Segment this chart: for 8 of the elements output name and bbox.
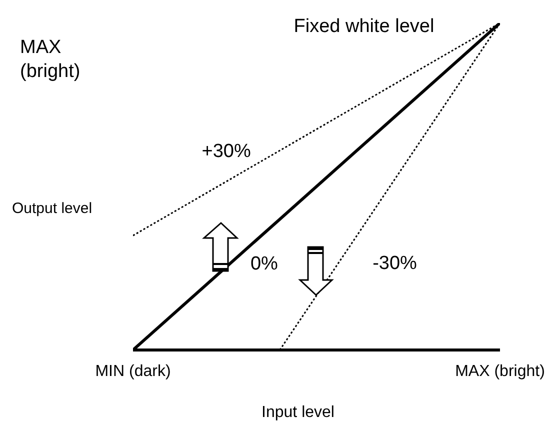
y-axis-title: Output level (12, 200, 92, 217)
series-label: -30% (372, 252, 418, 274)
series-label: +30% (202, 140, 251, 162)
x-axis-title: Input level (262, 404, 334, 421)
legend-label: 0% (250, 254, 278, 275)
x-tick-label: MIN (dark) (95, 363, 171, 380)
text: MAX (bright) (20, 37, 80, 82)
chart-title: Fixed white level (294, 16, 434, 37)
